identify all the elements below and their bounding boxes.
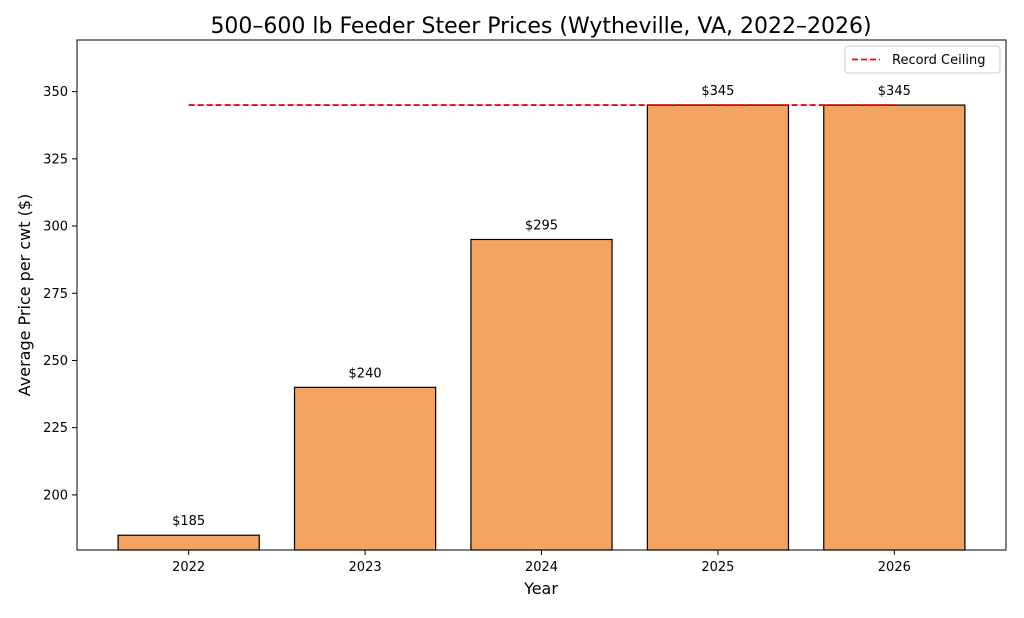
data-label-2025: $345 xyxy=(701,84,734,99)
data-label-2023: $240 xyxy=(349,366,382,381)
x-tick-label-2023: 2023 xyxy=(349,560,382,575)
x-tick-label-2026: 2026 xyxy=(878,560,911,575)
legend-label: Record Ceiling xyxy=(892,53,985,68)
bar-2024 xyxy=(470,238,613,551)
data-label-2026: $345 xyxy=(878,84,911,99)
y-axis-label: Average Price per cwt ($) xyxy=(15,194,34,396)
bar-2025 xyxy=(646,104,790,551)
y-tick-label-350: 350 xyxy=(43,85,68,100)
data-label-2022: $185 xyxy=(172,514,205,529)
x-axis-label: Year xyxy=(523,579,558,598)
y-tick-label-225: 225 xyxy=(43,421,68,436)
x-tick-label-2025: 2025 xyxy=(701,560,734,575)
y-tick-label-325: 325 xyxy=(43,152,68,167)
y-tick-label-250: 250 xyxy=(43,354,68,369)
bar-2022 xyxy=(117,534,260,551)
bar-2026 xyxy=(823,104,966,551)
y-tick-label-275: 275 xyxy=(43,287,68,302)
legend: Record Ceiling xyxy=(844,45,1001,74)
x-tick-label-2024: 2024 xyxy=(525,560,558,575)
y-tick-label-200: 200 xyxy=(43,488,68,503)
chart-title: 500–600 lb Feeder Steer Prices (Wythevil… xyxy=(210,14,871,39)
bar-2023 xyxy=(293,386,437,551)
data-label-2024: $295 xyxy=(525,218,558,233)
y-tick-label-300: 300 xyxy=(43,220,68,235)
legend-box xyxy=(844,45,1001,74)
x-tick-label-2022: 2022 xyxy=(172,560,205,575)
